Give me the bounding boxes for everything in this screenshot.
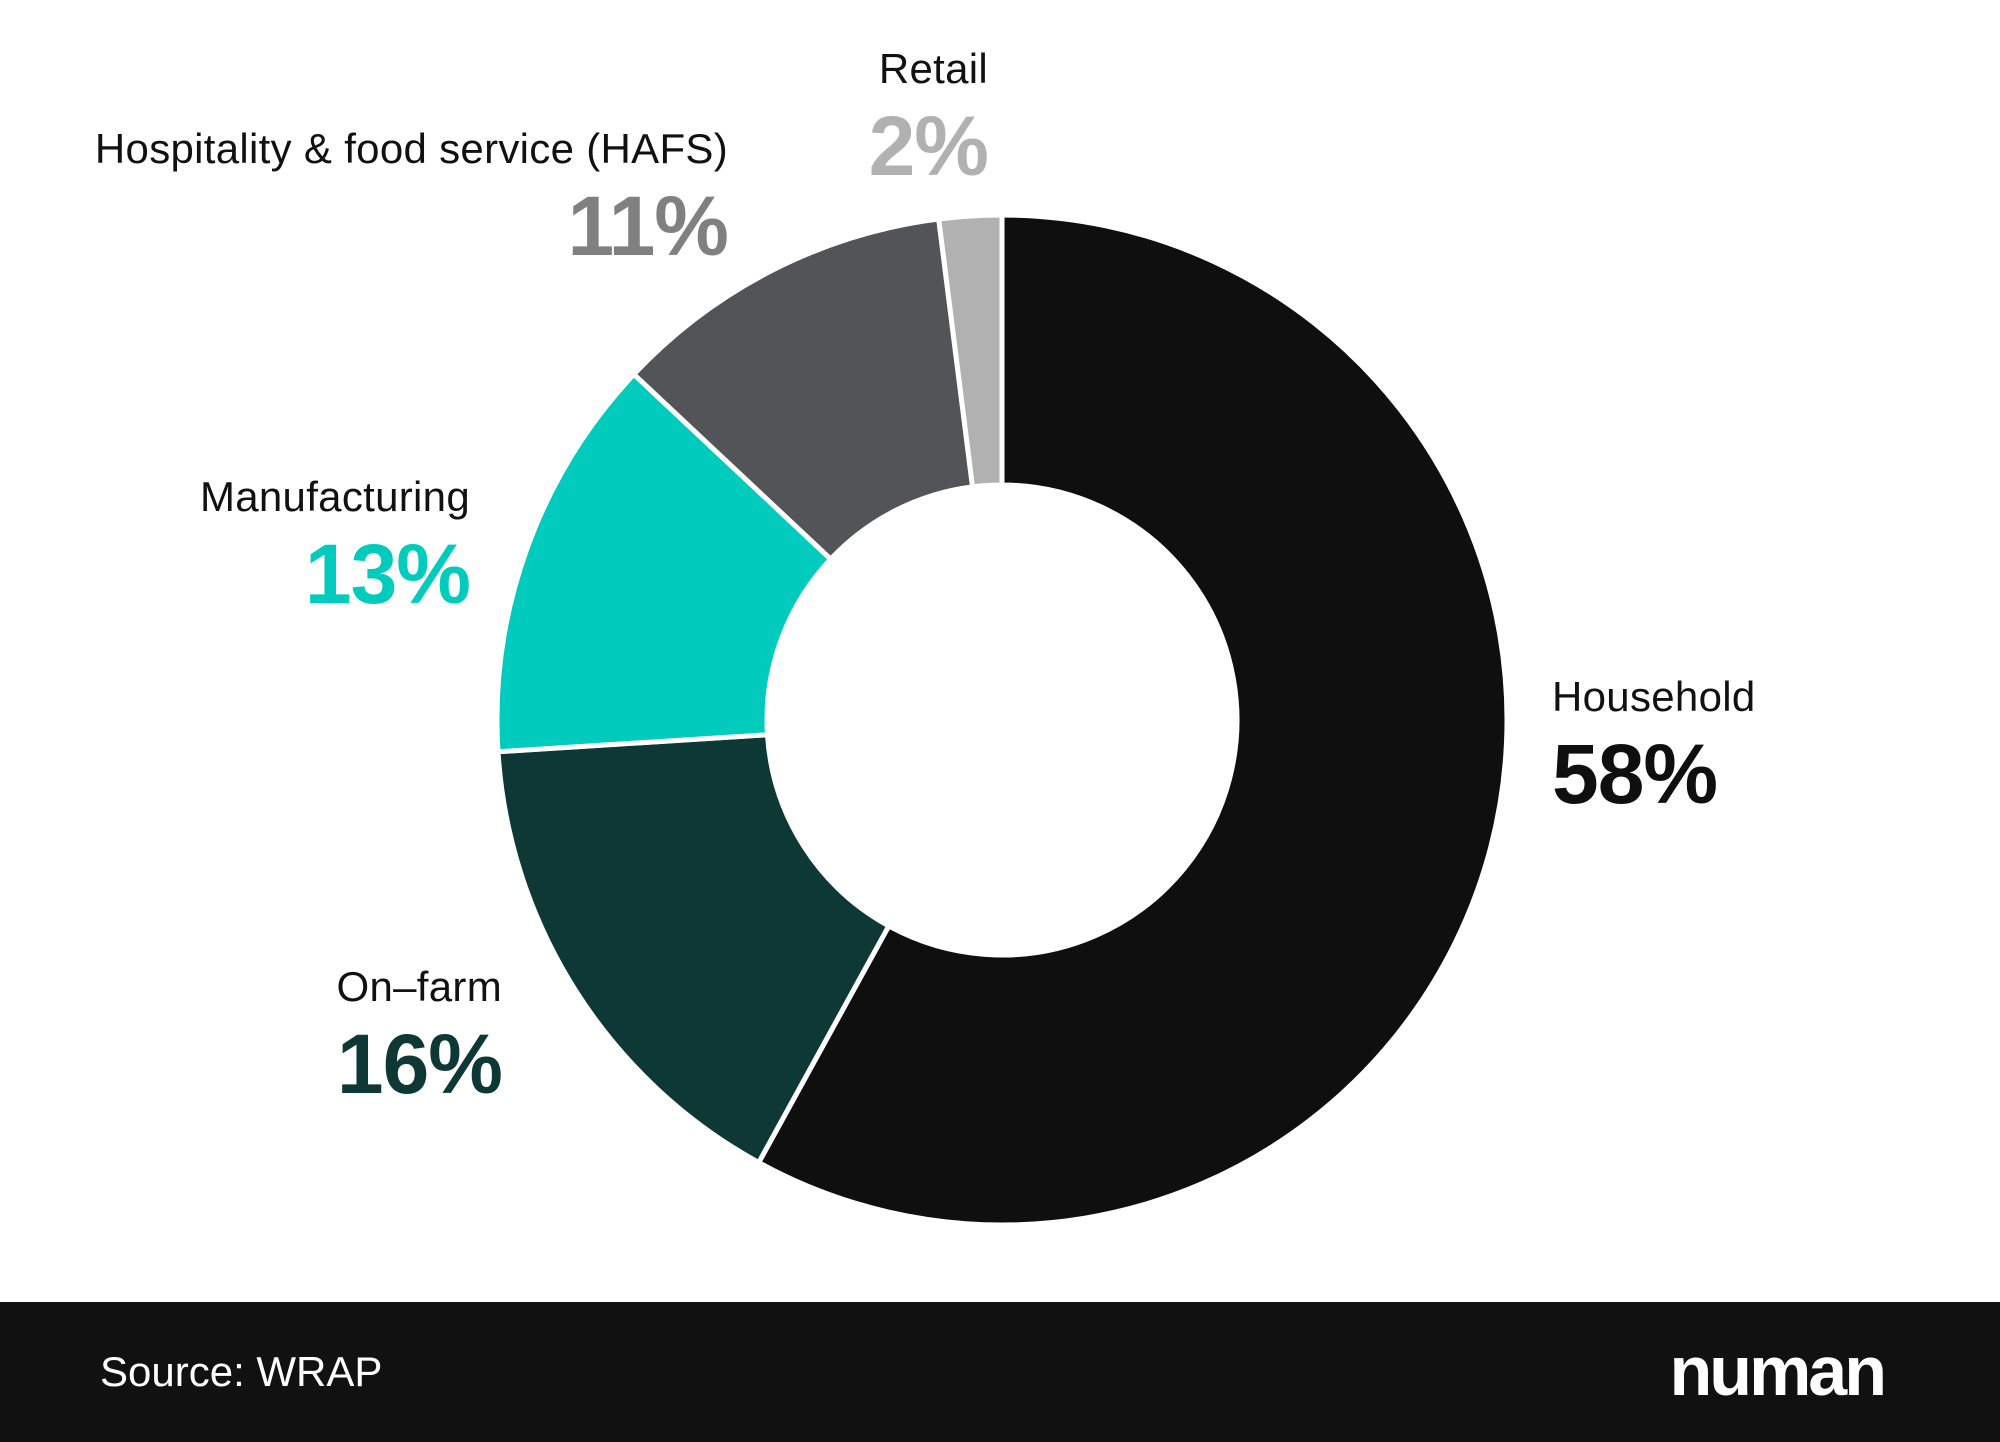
brand-logo: numan bbox=[1669, 1332, 1887, 1410]
retail-name: Retail bbox=[878, 45, 988, 92]
manufacturing-name: Manufacturing bbox=[199, 473, 470, 520]
household-percent: 58% bbox=[1552, 727, 1718, 821]
manufacturing-percent: 13% bbox=[304, 527, 471, 621]
chart-area: Household 58% On–farm 16% Manufacturing … bbox=[94, 45, 1756, 1228]
household-name: Household bbox=[1552, 673, 1756, 720]
onfarm-name: On–farm bbox=[336, 963, 502, 1010]
donut-slice-manufacturing bbox=[494, 371, 834, 755]
hafs-label: Hospitality & food service (HAFS) 11% bbox=[94, 125, 730, 273]
retail-percent: 2% bbox=[868, 99, 989, 193]
donut-slice-retail bbox=[936, 212, 1005, 490]
donut-slice-hospitality-food-service-hafs bbox=[631, 216, 976, 562]
manufacturing-label: Manufacturing 13% bbox=[199, 473, 471, 621]
household-label: Household 58% bbox=[1552, 673, 1756, 821]
donut-slice-on-farm bbox=[495, 732, 892, 1166]
footer-bar: Source: WRAP numan bbox=[0, 1302, 2000, 1442]
onfarm-label: On–farm 16% bbox=[336, 963, 503, 1111]
donut-chart bbox=[494, 212, 1510, 1228]
retail-label: Retail 2% bbox=[868, 45, 989, 193]
hafs-percent: 11% bbox=[567, 179, 730, 273]
hafs-name: Hospitality & food service (HAFS) bbox=[94, 125, 728, 172]
donut-slice-household bbox=[756, 212, 1510, 1228]
source-text: Source: WRAP bbox=[100, 1348, 383, 1395]
onfarm-percent: 16% bbox=[336, 1017, 503, 1111]
